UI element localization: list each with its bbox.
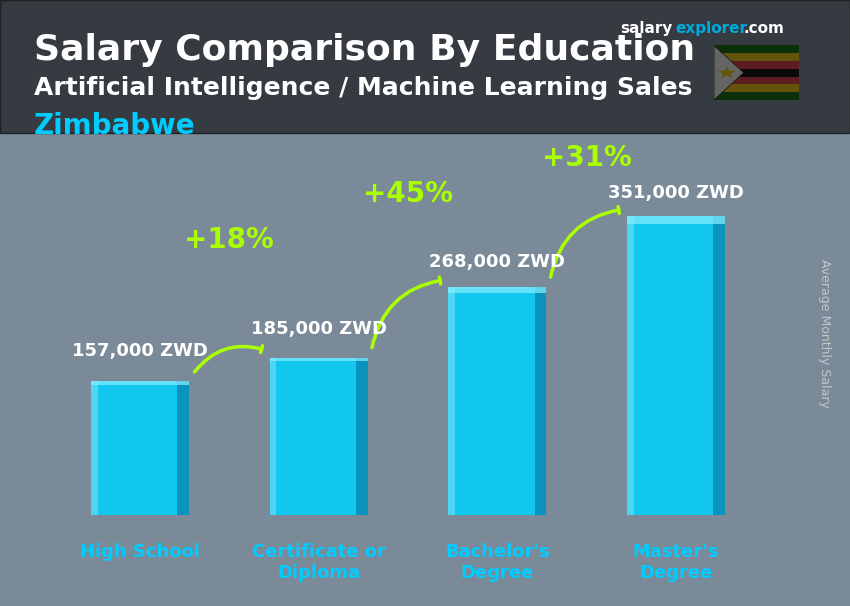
Polygon shape [714, 45, 744, 100]
Bar [448, 287, 455, 515]
Text: .com: .com [744, 21, 785, 36]
Text: explorer: explorer [676, 21, 748, 36]
Bar [626, 216, 725, 224]
Bar [714, 53, 799, 61]
Text: Certificate or
Diploma: Certificate or Diploma [252, 544, 386, 582]
Bar [535, 287, 547, 515]
Bar [713, 216, 725, 515]
Text: Artificial Intelligence / Machine Learning Sales: Artificial Intelligence / Machine Learni… [34, 76, 693, 100]
Text: salary: salary [620, 21, 673, 36]
Bar [714, 45, 799, 53]
Bar [356, 358, 368, 515]
Bar [448, 287, 547, 515]
Bar [626, 216, 634, 515]
Bar [714, 76, 799, 84]
Bar [714, 84, 799, 92]
Text: 268,000 ZWD: 268,000 ZWD [429, 253, 565, 271]
Bar [178, 381, 190, 515]
Text: Master's
Degree: Master's Degree [632, 544, 719, 582]
Bar [91, 381, 98, 515]
Text: +45%: +45% [363, 179, 453, 208]
Text: +18%: +18% [184, 226, 275, 254]
Bar [714, 61, 799, 69]
Text: Average Monthly Salary: Average Monthly Salary [818, 259, 831, 408]
Bar [269, 358, 276, 515]
Text: Bachelor's
Degree: Bachelor's Degree [445, 544, 550, 582]
Text: 185,000 ZWD: 185,000 ZWD [251, 320, 387, 338]
Polygon shape [717, 66, 736, 78]
Text: 157,000 ZWD: 157,000 ZWD [72, 342, 208, 360]
Bar [714, 69, 799, 76]
Bar [91, 381, 190, 385]
Text: 351,000 ZWD: 351,000 ZWD [608, 184, 744, 202]
Text: Salary Comparison By Education: Salary Comparison By Education [34, 33, 695, 67]
Text: +31%: +31% [541, 144, 632, 172]
Bar [714, 92, 799, 100]
Bar [269, 358, 368, 515]
Bar [448, 287, 547, 293]
Text: Zimbabwe: Zimbabwe [34, 112, 196, 140]
Text: High School: High School [80, 544, 200, 561]
Bar [269, 358, 368, 361]
Bar [91, 381, 190, 515]
Bar [626, 216, 725, 515]
